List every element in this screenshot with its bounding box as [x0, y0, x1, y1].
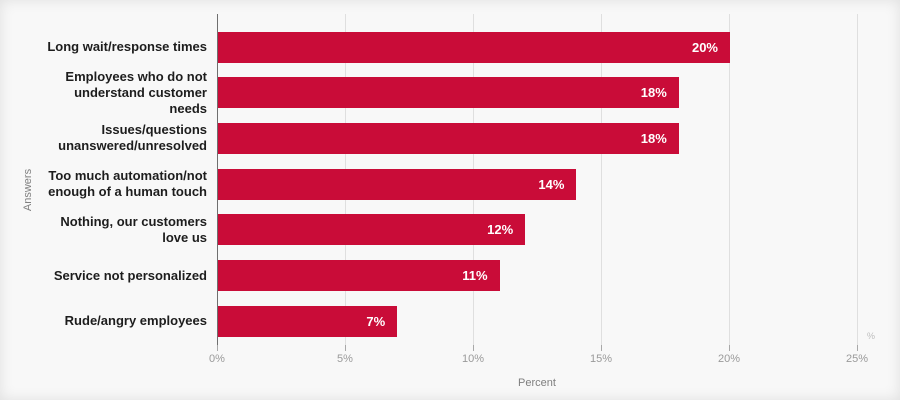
bar: 7%	[218, 305, 398, 337]
axis-tick	[345, 345, 346, 351]
bar: 20%	[218, 31, 730, 63]
bar: 18%	[218, 122, 679, 154]
bar-value-label: 12%	[487, 222, 514, 238]
x-tick-label: 20%	[717, 353, 741, 365]
gridline	[729, 14, 730, 345]
bar: 12%	[218, 214, 526, 246]
y-axis-line	[217, 14, 218, 345]
bar-value-label: 18%	[640, 130, 667, 146]
x-tick-label: 5%	[337, 353, 353, 365]
axis-tick	[857, 345, 858, 351]
category-label: Nothing, our customers love us	[60, 213, 207, 245]
category-label: Too much automation/not enough of a huma…	[48, 168, 207, 200]
category-label: Employees who do not understand customer…	[65, 68, 207, 116]
bar-value-label: 7%	[366, 313, 386, 329]
bar: 14%	[218, 168, 577, 200]
axis-tick	[601, 345, 602, 351]
bar-value-label: 11%	[462, 268, 488, 283]
category-label: Issues/questions unanswered/unresolved	[58, 122, 207, 154]
axis-unit-label: %	[867, 331, 876, 341]
x-tick-label: 15%	[589, 353, 613, 365]
x-tick-label: 0%	[209, 353, 225, 365]
category-label: Service not personalized	[53, 267, 207, 283]
bar-value-label: 18%	[640, 85, 667, 101]
axis-tick	[473, 345, 474, 351]
bar: 11%	[218, 260, 500, 291]
gridline	[601, 14, 602, 345]
gridline	[857, 14, 858, 345]
bar-value-label: 14%	[538, 176, 565, 192]
x-tick-label: 25%	[845, 353, 869, 365]
axis-tick	[729, 345, 730, 351]
x-axis-title: Percent	[518, 377, 556, 389]
axis-tick	[217, 345, 218, 351]
category-label: Rude/angry employees	[64, 313, 207, 329]
bar: 18%	[218, 77, 679, 109]
x-tick-label: 10%	[461, 353, 485, 365]
bar-value-label: 20%	[691, 39, 718, 55]
category-label: Long wait/response times	[47, 39, 207, 54]
